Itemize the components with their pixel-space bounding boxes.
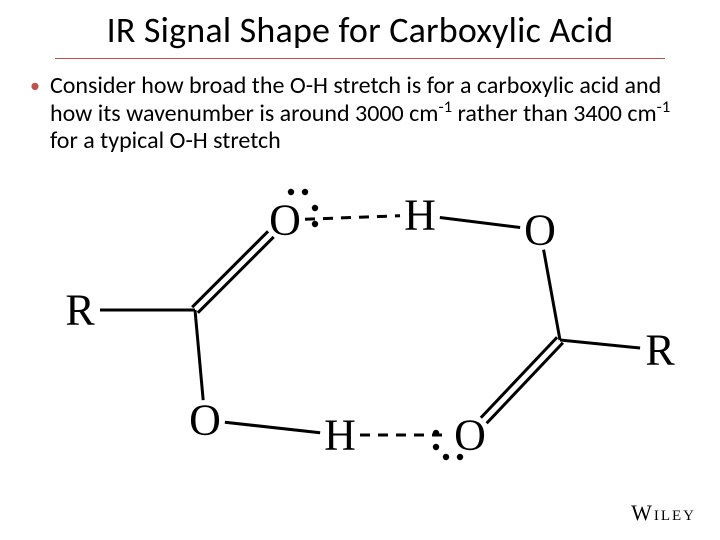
chemical-diagram: R O O H H O O R <box>40 175 680 475</box>
lonepairs-layer <box>288 189 463 460</box>
svg-text:O: O <box>454 411 486 460</box>
svg-text:H: H <box>324 411 356 460</box>
svg-text:R: R <box>65 286 95 335</box>
bullet-sup1: -1 <box>438 96 452 117</box>
svg-text:O: O <box>269 196 301 245</box>
bullet-mid: rather than 3400 cm <box>452 99 657 128</box>
bullet-row: • Consider how broad the O-H stretch is … <box>28 72 688 155</box>
bonds-layer <box>100 216 640 435</box>
slide: IR Signal Shape for Carboxylic Acid • Co… <box>0 0 720 540</box>
svg-text:O: O <box>189 396 221 445</box>
bullet-text: Consider how broad the O-H stretch is fo… <box>50 72 688 155</box>
svg-text:H: H <box>404 191 436 240</box>
publisher-logo: Wiley <box>631 500 696 526</box>
bullet-block: • Consider how broad the O-H stretch is … <box>28 72 688 155</box>
bullet-post: for a typical O-H stretch <box>50 126 281 155</box>
svg-text:O: O <box>524 206 556 255</box>
page-title: IR Signal Shape for Carboxylic Acid <box>0 8 720 52</box>
atoms-layer: R O O H H O O R <box>65 191 675 460</box>
bullet-sup2: -1 <box>657 96 671 117</box>
svg-text:R: R <box>645 326 675 375</box>
bullet-dot-icon: • <box>30 72 40 100</box>
title-underline <box>55 58 665 59</box>
